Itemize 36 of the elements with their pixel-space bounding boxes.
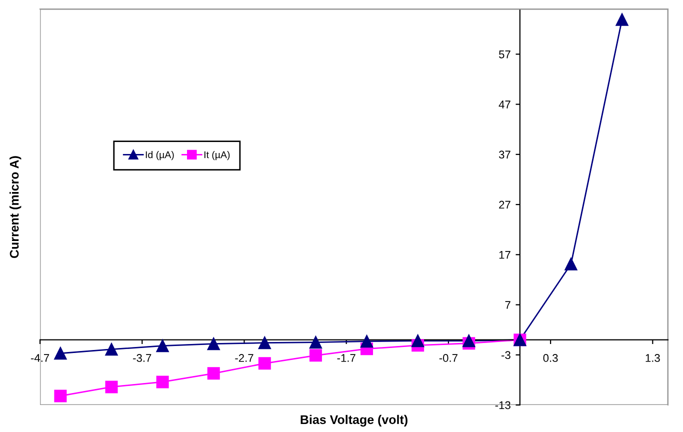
y-tick-label: 17 [499,251,510,259]
point [258,336,271,350]
point [105,343,118,356]
x-tick-label: -1.7 [337,354,356,362]
point [156,340,169,352]
point [156,376,169,388]
y-axis-title: Current (micro A) [10,156,22,258]
legend-label: It (µA) [204,151,230,160]
point [309,349,322,362]
point [105,380,118,394]
point [207,338,220,350]
point [564,258,578,270]
point [258,357,271,370]
x-tick-label: 0.3 [543,354,558,362]
point [360,335,374,348]
x-tick-label: -3.7 [133,354,152,362]
x-tick-label: -2.7 [235,354,254,362]
y-tick-label: 37 [498,150,510,159]
x-tick-label: 1.3 [646,354,660,362]
point [54,390,67,402]
legend-label: Id (µA) [146,151,174,160]
y-tick-label: 47 [498,100,510,108]
point [412,334,424,348]
point [54,347,67,360]
x-axis-title: Bias Voltage (volt) [300,414,408,427]
x-tick-label: -4.7 [30,354,50,362]
y-tick-label: 57 [498,50,510,58]
y-tick-label: -3 [502,351,510,360]
point [309,336,322,349]
y-tick-label: 7 [505,301,510,309]
y-tick-label: 27 [499,200,510,209]
point [462,334,476,348]
x-tick-label: -0.7 [439,354,458,362]
y-tick-label: -13 [495,401,510,410]
point [207,367,220,380]
point [616,13,628,26]
